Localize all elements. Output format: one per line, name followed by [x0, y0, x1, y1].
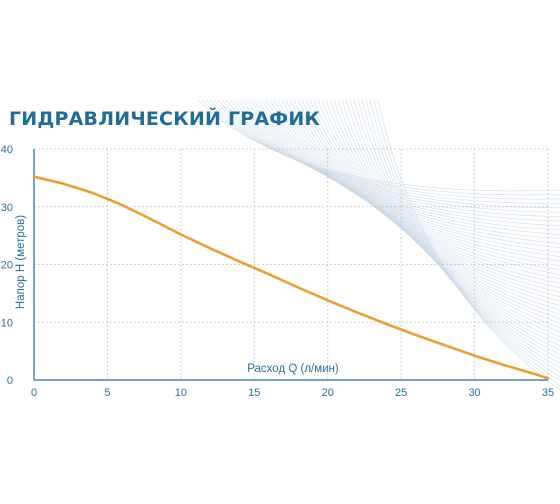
decorative-fan-line: [297, 99, 560, 302]
x-tick-label: 15: [248, 387, 260, 399]
decorative-fan-line: [277, 99, 560, 280]
grid-lines: [34, 148, 549, 380]
decorative-fan-line: [325, 99, 560, 333]
decorative-fan-line: [317, 99, 560, 324]
decorative-fan-line: [237, 99, 560, 235]
y-axis-label: Напор H (метров): [15, 215, 27, 309]
y-tick-label: 30: [1, 202, 13, 214]
x-tick-label: 0: [31, 387, 37, 399]
decorative-fan-line: [373, 99, 560, 386]
decorative-fan-line: [377, 99, 560, 391]
decorative-fan-line: [253, 99, 560, 253]
series-line-pump-curve: [32, 175, 550, 380]
decorative-fan-line: [341, 99, 560, 351]
y-tick-label: 10: [1, 317, 13, 329]
decorative-fan-line: [257, 99, 560, 257]
decorative-fan-line: [329, 99, 560, 337]
x-tick-label: 5: [104, 387, 110, 399]
decorative-fan-line: [349, 99, 560, 360]
y-tick-label: 40: [1, 144, 13, 156]
decorative-fan-line: [361, 99, 560, 373]
decorative-fan-line: [217, 99, 560, 213]
axes: [33, 149, 548, 381]
x-tick-label: 10: [175, 387, 187, 399]
decorative-fan-line: [337, 99, 560, 346]
chart-title: ГИДРАВЛИЧЕСКИЙ ГРАФИК: [9, 107, 320, 130]
x-tick-label: 35: [542, 387, 554, 399]
x-axis-label: Расход Q (л/мин): [247, 363, 339, 375]
decorative-fan-line: [345, 99, 560, 355]
series-layer: [32, 175, 550, 380]
y-tick-label: 0: [7, 375, 13, 387]
x-tick-label: 30: [468, 387, 480, 399]
x-tick-label: 25: [395, 387, 407, 399]
decorative-line-fan: [197, 99, 560, 391]
decorative-fan-line: [213, 99, 560, 209]
decorative-fan-line: [369, 99, 560, 382]
decorative-fan-line: [353, 99, 560, 364]
decorative-fan-line: [333, 99, 560, 342]
y-tick-label: 20: [1, 260, 13, 272]
decorative-fan-line: [285, 99, 560, 289]
tick-labels: 0 5 10 15 20 25 30 35 0 10 20 30 40: [1, 144, 554, 399]
decorative-fan-line: [281, 99, 560, 284]
x-tick-label: 20: [322, 387, 334, 399]
decorative-fan-line: [357, 99, 560, 369]
decorative-fan-line: [365, 99, 560, 377]
decorative-fan-line: [197, 99, 560, 192]
decorative-fan-line: [233, 99, 560, 231]
decorative-fan-line: [221, 99, 560, 217]
decorative-fan-line: [201, 99, 560, 196]
